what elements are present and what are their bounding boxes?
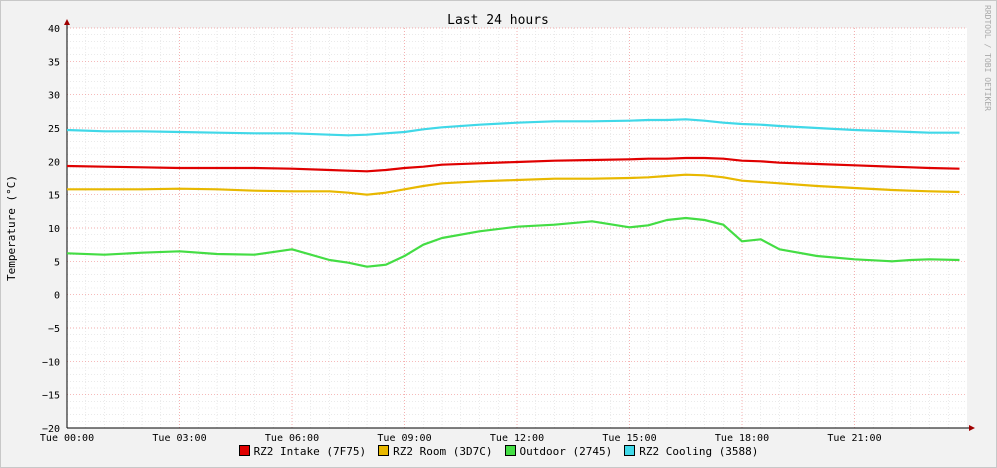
y-tick-label: 25 bbox=[48, 124, 60, 135]
legend-label: RZ2 Intake (7F75) bbox=[253, 445, 367, 458]
x-tick-label: Tue 12:00 bbox=[490, 433, 544, 444]
grid bbox=[66, 27, 967, 429]
y-tick-label: 0 bbox=[54, 291, 60, 302]
legend-swatch bbox=[238, 445, 250, 456]
x-axis-arrow bbox=[969, 425, 975, 431]
legend-label: Outdoor (2745) bbox=[519, 445, 613, 458]
y-tick-label: −15 bbox=[42, 391, 60, 402]
series-line-4 bbox=[66, 118, 960, 137]
y-tick-label: −5 bbox=[48, 324, 60, 335]
legend-label: RZ2 Cooling (3588) bbox=[639, 445, 759, 458]
y-tick-label: −10 bbox=[42, 357, 60, 368]
y-tick-label: −20 bbox=[42, 424, 60, 435]
y-tick-label: 5 bbox=[54, 257, 60, 268]
legend-item: RZ2 Intake (7F75) bbox=[238, 445, 367, 458]
chart-title: Last 24 hours bbox=[447, 13, 549, 28]
legend-item: Outdoor (2745) bbox=[504, 445, 613, 458]
y-tick-label: 40 bbox=[48, 24, 60, 35]
y-tick-label: 30 bbox=[48, 91, 60, 102]
x-tick-label: Tue 18:00 bbox=[715, 433, 769, 444]
x-tick-label: Tue 15:00 bbox=[602, 433, 656, 444]
series-line-3 bbox=[66, 216, 960, 268]
legend: RZ2 Intake (7F75) RZ2 Room (3D7C) Outdoor … bbox=[0, 445, 997, 458]
y-tick-label: 10 bbox=[48, 224, 60, 235]
x-tick-label: Tue 09:00 bbox=[377, 433, 431, 444]
legend-item: RZ2 Cooling (3588) bbox=[624, 445, 758, 458]
series-group bbox=[66, 118, 960, 268]
legend-item: RZ2 Room (3D7C) bbox=[378, 445, 493, 458]
legend-label: RZ2 Room (3D7C) bbox=[393, 445, 493, 458]
axes: −20 −15 −10 −5 0 5 10 15 20 25 30 35 40 Tue 00:00 Tue … bbox=[40, 19, 975, 444]
y-tick-label: 20 bbox=[48, 157, 60, 168]
x-tick-label: Tue 06:00 bbox=[265, 433, 319, 444]
legend-swatch bbox=[624, 445, 636, 456]
y-tick-label: 35 bbox=[48, 57, 60, 68]
legend-swatch bbox=[378, 445, 390, 456]
x-tick-label: Tue 03:00 bbox=[152, 433, 206, 444]
y-axis-label: Temperature (°C) bbox=[5, 175, 18, 281]
x-tick-label: Tue 21:00 bbox=[827, 433, 881, 444]
legend-swatch bbox=[504, 445, 516, 456]
series-line-2 bbox=[67, 173, 960, 196]
series-line-1 bbox=[66, 156, 960, 173]
watermark: RRDTOOL / TOBI OETIKER bbox=[983, 5, 992, 111]
x-tick-label: Tue 00:00 bbox=[40, 433, 94, 444]
y-axis-arrow bbox=[64, 19, 70, 25]
y-tick-label: 15 bbox=[48, 191, 60, 202]
